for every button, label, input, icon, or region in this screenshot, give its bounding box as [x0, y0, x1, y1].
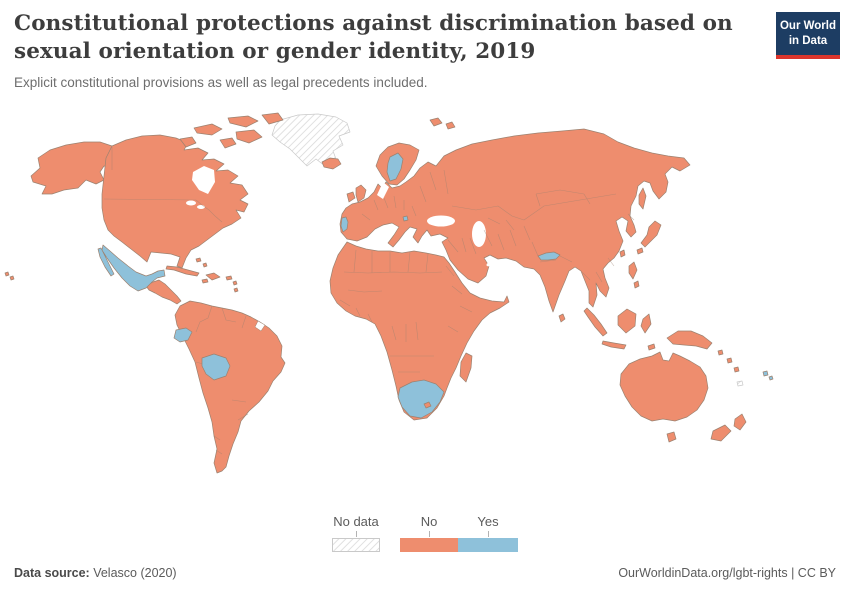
legend-tick-no-data: [356, 531, 357, 537]
borders-africa: [339, 249, 473, 373]
region-arctic-russia-islands[interactable]: [429, 117, 456, 130]
legend-tick-yes: [488, 531, 489, 537]
map-legend: No data No Yes: [0, 514, 850, 556]
region-sakhalin[interactable]: [638, 187, 647, 210]
legend-swatch-yes[interactable]: [458, 538, 518, 552]
legend-swatch-no[interactable]: [400, 538, 458, 552]
legend-label-no-data[interactable]: No data: [333, 514, 379, 529]
water-baltic-sea: [377, 182, 389, 199]
owid-logo-line2: in Data: [788, 34, 828, 47]
legend-label-no[interactable]: No: [420, 514, 438, 529]
country-bolivia[interactable]: [201, 353, 231, 381]
water-persian-gulf: [486, 259, 498, 267]
country-madagascar[interactable]: [459, 352, 473, 383]
country-cuba[interactable]: [165, 265, 200, 277]
country-portugal[interactable]: [340, 216, 349, 233]
owid-link[interactable]: OurWorldinData.org/lgbt-rights: [618, 566, 788, 580]
owid-logo-accent-bar: [776, 54, 840, 59]
country-nepal[interactable]: [537, 251, 561, 261]
data-source-label: Data source:: [14, 566, 90, 580]
country-united-states-alaska[interactable]: [30, 141, 113, 195]
water-great-lakes: [186, 200, 196, 206]
owid-logo[interactable]: Our World in Data: [776, 12, 840, 59]
region-french-guiana[interactable]: [254, 320, 266, 332]
region-pacific-islands[interactable]: [717, 349, 740, 373]
owid-logo-line1: Our World: [779, 20, 836, 32]
country-kosovo[interactable]: [402, 215, 409, 222]
license-separator: |: [787, 566, 798, 580]
water-hudson-bay: [192, 166, 215, 194]
region-new-caledonia[interactable]: [736, 380, 744, 387]
region-indonesia[interactable]: [583, 307, 656, 351]
country-japan[interactable]: [636, 220, 662, 255]
country-australia[interactable]: [619, 351, 709, 443]
country-mexico[interactable]: [97, 244, 166, 292]
water-black-sea: [427, 215, 455, 227]
data-source-value: Velasco (2020): [89, 566, 177, 580]
borders-north-america: [103, 147, 223, 223]
region-south-america[interactable]: [174, 300, 286, 474]
region-canada-usa[interactable]: [101, 134, 249, 269]
region-eurasia[interactable]: [339, 128, 691, 313]
borders-asia: [447, 189, 635, 283]
legend-swatch-no-data[interactable]: [332, 538, 380, 552]
license-label: CC BY: [797, 566, 836, 580]
owid-logo-box: Our World in Data: [776, 12, 840, 55]
country-papua-new-guinea[interactable]: [666, 330, 713, 350]
water-great-lakes-2: [197, 205, 205, 209]
legend-tick-no: [429, 531, 430, 537]
region-greenland[interactable]: [271, 113, 351, 167]
country-new-zealand[interactable]: [710, 413, 747, 442]
country-fiji[interactable]: [762, 370, 774, 381]
region-uk-ireland[interactable]: [346, 184, 367, 203]
region-canadian-arctic-islands[interactable]: [179, 112, 284, 149]
country-lesotho[interactable]: [423, 401, 432, 409]
license-note: OurWorldinData.org/lgbt-rights | CC BY: [618, 566, 836, 580]
country-sri-lanka[interactable]: [558, 313, 566, 323]
chart-subtitle: Explicit constitutional provisions as we…: [14, 74, 428, 90]
region-africa[interactable]: [329, 241, 510, 421]
data-source: Data source: Velasco (2020): [14, 566, 177, 580]
world-map-container: [0, 110, 850, 510]
region-caribbean-islands[interactable]: [195, 257, 239, 293]
region-hawaii[interactable]: [4, 271, 15, 281]
country-sweden[interactable]: [386, 152, 404, 182]
world-map: [4, 112, 774, 474]
country-philippines[interactable]: [628, 261, 640, 289]
country-south-africa[interactable]: [397, 379, 445, 419]
legend-label-yes[interactable]: Yes: [477, 514, 499, 529]
region-central-america[interactable]: [145, 279, 182, 305]
chart-header: Constitutional protections against discr…: [14, 10, 754, 90]
country-iceland[interactable]: [321, 157, 342, 170]
water-caspian-sea: [472, 221, 486, 247]
country-ecuador[interactable]: [173, 327, 193, 343]
page-title: Constitutional protections against discr…: [14, 11, 733, 65]
borders-europe: [361, 169, 449, 221]
country-taiwan[interactable]: [619, 249, 626, 258]
chart-footer: Data source: Velasco (2020) OurWorldinDa…: [14, 566, 836, 586]
